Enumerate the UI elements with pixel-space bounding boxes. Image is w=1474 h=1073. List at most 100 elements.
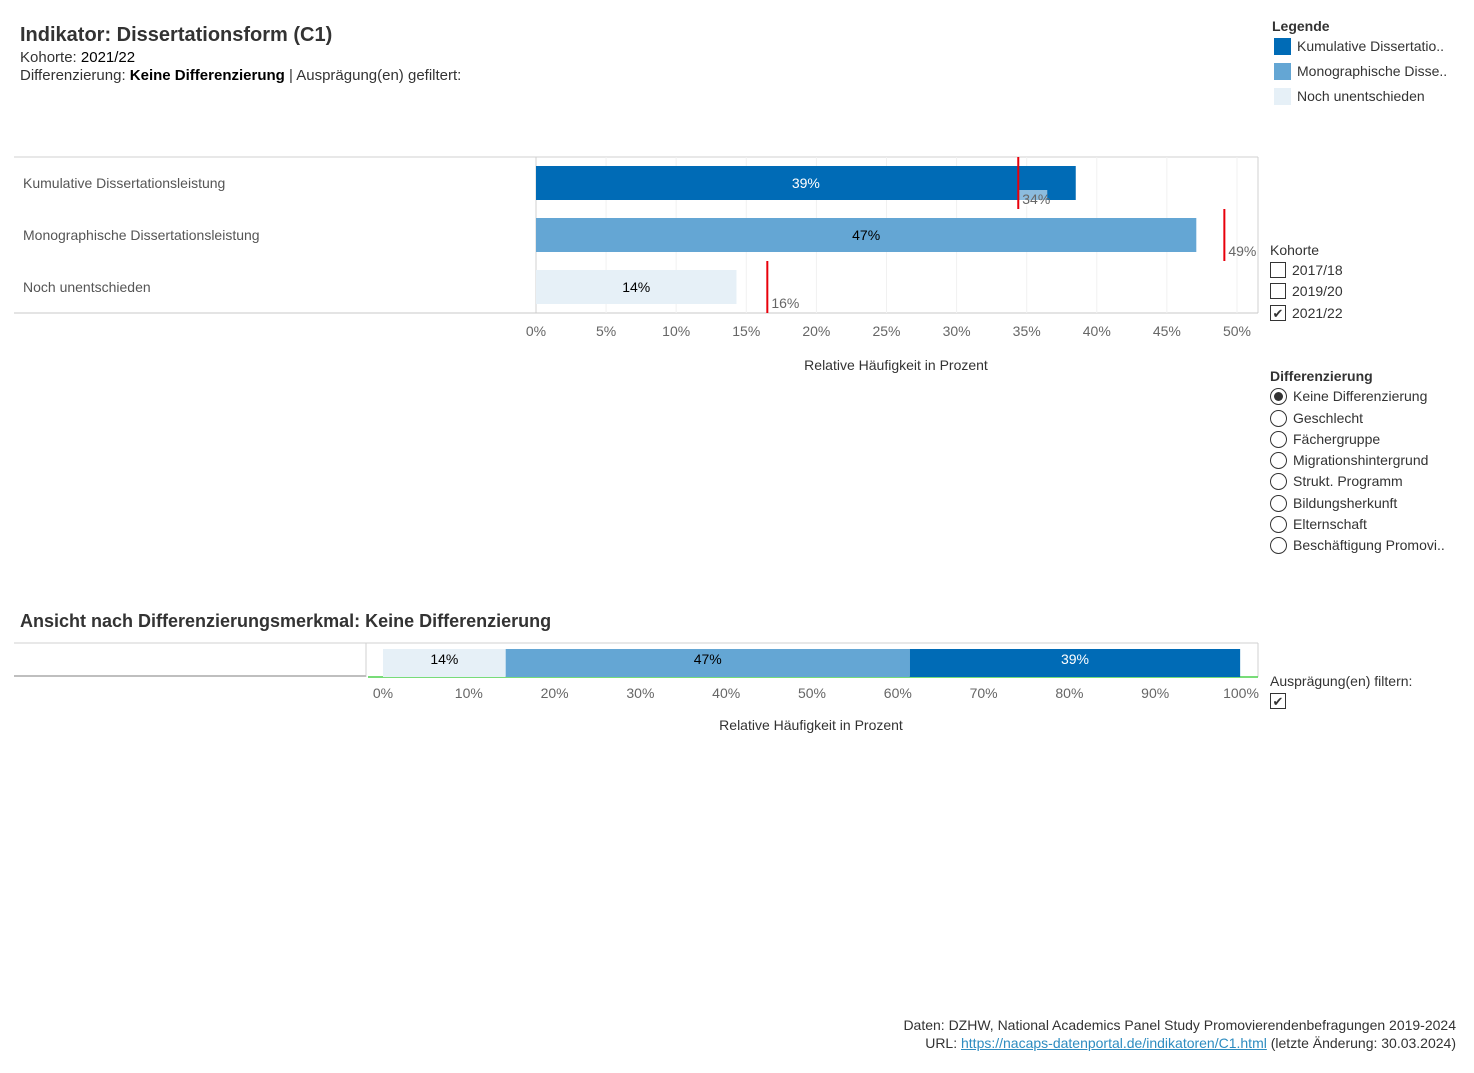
radio-button[interactable]: [1270, 494, 1287, 512]
checkbox[interactable]: ✔: [1270, 305, 1286, 321]
x-tick-label: 10%: [455, 685, 483, 701]
x-tick-label: 10%: [662, 323, 690, 339]
category-label: Kumulative Dissertationsleistung: [23, 175, 225, 191]
x-tick-label: 25%: [872, 323, 900, 339]
x-tick-label: 5%: [596, 323, 616, 339]
differenzierung-label: Differenzierung:: [20, 67, 126, 84]
diff-option-faechergruppe[interactable]: Fächergruppe: [1270, 429, 1380, 449]
x-tick-label: 45%: [1153, 323, 1181, 339]
x-tick-label: 90%: [1141, 685, 1169, 701]
x-tick-label: 50%: [1223, 323, 1251, 339]
radio-button[interactable]: [1270, 472, 1287, 490]
diff-option-migrationshintergrund[interactable]: Migrationshintergrund: [1270, 450, 1428, 470]
radio-button[interactable]: [1270, 430, 1287, 448]
differenzierung-value: Keine Differenzierung: [129, 67, 285, 84]
x-tick-label: 40%: [1083, 323, 1111, 339]
kohorte-option-2021-22[interactable]: ✔ 2021/22: [1270, 303, 1343, 323]
option-label: Beschäftigung Promovi..: [1293, 537, 1445, 553]
stacked-bar-chart: 14% 47% 39% 0% 10% 20% 30% 40% 50% 60% 70% 80% 90% 1…: [14, 642, 1259, 733]
option-label: Elternschaft: [1293, 516, 1367, 532]
option-label: 2019/20: [1292, 283, 1343, 299]
bar: [536, 166, 1076, 200]
option-label: Geschlecht: [1293, 410, 1364, 426]
reference-label: 16%: [771, 295, 799, 311]
kohorte-option-2017-18[interactable]: 2017/18: [1270, 260, 1343, 280]
diff-option-elternschaft[interactable]: Elternschaft: [1270, 514, 1367, 534]
radio-button[interactable]: [1270, 451, 1287, 469]
legend-title: Legende: [1272, 18, 1330, 34]
section2-title: Ansicht nach Differenzierungsmerkmal: Ke…: [20, 611, 552, 631]
differenzierung-filter-title: Differenzierung: [1270, 368, 1373, 384]
segment-value-label: 39%: [1061, 651, 1089, 667]
footer-url-link[interactable]: https://nacaps-datenportal.de/indikatore…: [961, 1035, 1267, 1051]
category-label: Noch unentschieden: [23, 279, 151, 295]
checkbox[interactable]: [1270, 283, 1286, 299]
option-label: Keine Differenzierung: [1293, 388, 1428, 404]
x-tick-label: 80%: [1055, 685, 1083, 701]
bar-value-label: 39%: [792, 175, 820, 191]
diff-option-strukt-programm[interactable]: Strukt. Programm: [1270, 471, 1403, 491]
reference-label: 34%: [1022, 191, 1050, 207]
checkbox[interactable]: ✔: [1270, 693, 1286, 709]
x-tick-label: 30%: [943, 323, 971, 339]
kohorte-filter-title: Kohorte: [1270, 242, 1320, 258]
footer-source: Daten: DZHW, National Academics Panel St…: [903, 1017, 1456, 1033]
x-tick-label: 0%: [373, 685, 393, 701]
legend-item-noch-unentschieden[interactable]: Noch unentschieden: [1274, 87, 1425, 105]
diff-option-keine[interactable]: Keine Differenzierung: [1270, 386, 1427, 406]
option-label: Fächergruppe: [1293, 431, 1381, 447]
legend-label: Monographische Disse..: [1297, 63, 1448, 79]
footer-url-line: URL: https://nacaps-datenportal.de/indik…: [925, 1035, 1456, 1051]
reference-label: 49%: [1228, 243, 1256, 259]
reference-label-bg: [1019, 190, 1048, 206]
option-label: Strukt. Programm: [1293, 473, 1403, 489]
differenzierung-line: Differenzierung: Keine Differenzierung |…: [20, 67, 461, 84]
segment-value-label: 14%: [430, 651, 458, 667]
kohorte-line: Kohorte: 2021/22: [20, 49, 135, 66]
x-tick-label: 0%: [526, 323, 546, 339]
bar-value-label: 47%: [852, 227, 880, 243]
x-tick-label: 15%: [732, 323, 760, 339]
bar-value-label: 14%: [622, 279, 650, 295]
footer-change-note: (letzte Änderung: 30.03.2024): [1270, 1035, 1456, 1051]
legend-item-monographische[interactable]: Monographische Disse..: [1274, 62, 1447, 80]
x-tick-label: 60%: [884, 685, 912, 701]
x-tick-label: 100%: [1223, 685, 1259, 701]
legend-label: Kumulative Dissertatio..: [1297, 38, 1445, 54]
legend-label: Noch unentschieden: [1297, 88, 1425, 104]
option-label: 2021/22: [1292, 305, 1343, 321]
radio-button[interactable]: [1270, 409, 1287, 427]
x-tick-label: 30%: [626, 685, 654, 701]
radio-button[interactable]: [1270, 515, 1287, 533]
main-bar-chart: 39% 47% 14% 34% 49% 16% 0% 5% 10% 15% 20% 25% 30% 3…: [14, 156, 1259, 373]
diff-option-bildungsherkunft[interactable]: Bildungsherkunft: [1270, 493, 1397, 513]
radio-button[interactable]: [1270, 536, 1287, 554]
stacked-segment: [383, 649, 506, 677]
kohorte-option-2019-20[interactable]: 2019/20: [1270, 281, 1343, 301]
diff-option-geschlecht[interactable]: Geschlecht: [1270, 408, 1363, 428]
kohorte-value: 2021/22: [80, 49, 136, 66]
x-tick-label: 35%: [1013, 323, 1041, 339]
legend-item-kumulative[interactable]: Kumulative Dissertatio..: [1274, 37, 1444, 55]
x-tick-label: 40%: [712, 685, 740, 701]
bar: [536, 270, 737, 304]
auspraegung-filter-toggle[interactable]: ✔: [1270, 691, 1292, 711]
x-axis-title: Relative Häufigkeit in Prozent: [719, 717, 903, 733]
checkbox[interactable]: [1270, 262, 1286, 278]
diff-option-beschaeftigung[interactable]: Beschäftigung Promovi..: [1270, 535, 1445, 555]
x-tick-label: 20%: [802, 323, 830, 339]
legend-swatch: [1274, 37, 1291, 55]
filter-text: | Ausprägung(en) gefiltert:: [289, 67, 462, 84]
legend-swatch: [1274, 62, 1291, 80]
option-label: Bildungsherkunft: [1293, 495, 1398, 511]
x-tick-label: 20%: [541, 685, 569, 701]
kohorte-label: Kohorte:: [20, 49, 77, 66]
category-label: Monographische Dissertationsleistung: [23, 227, 260, 243]
legend-swatch: [1274, 87, 1291, 105]
auspraegung-filter-title: Ausprägung(en) filtern:: [1270, 673, 1413, 689]
stacked-segment: [505, 649, 910, 677]
segment-value-label: 47%: [694, 651, 722, 667]
x-axis-title: Relative Häufigkeit in Prozent: [804, 357, 988, 373]
page-title: Indikator: Dissertationsform (C1): [20, 24, 333, 46]
radio-button[interactable]: [1270, 387, 1287, 405]
